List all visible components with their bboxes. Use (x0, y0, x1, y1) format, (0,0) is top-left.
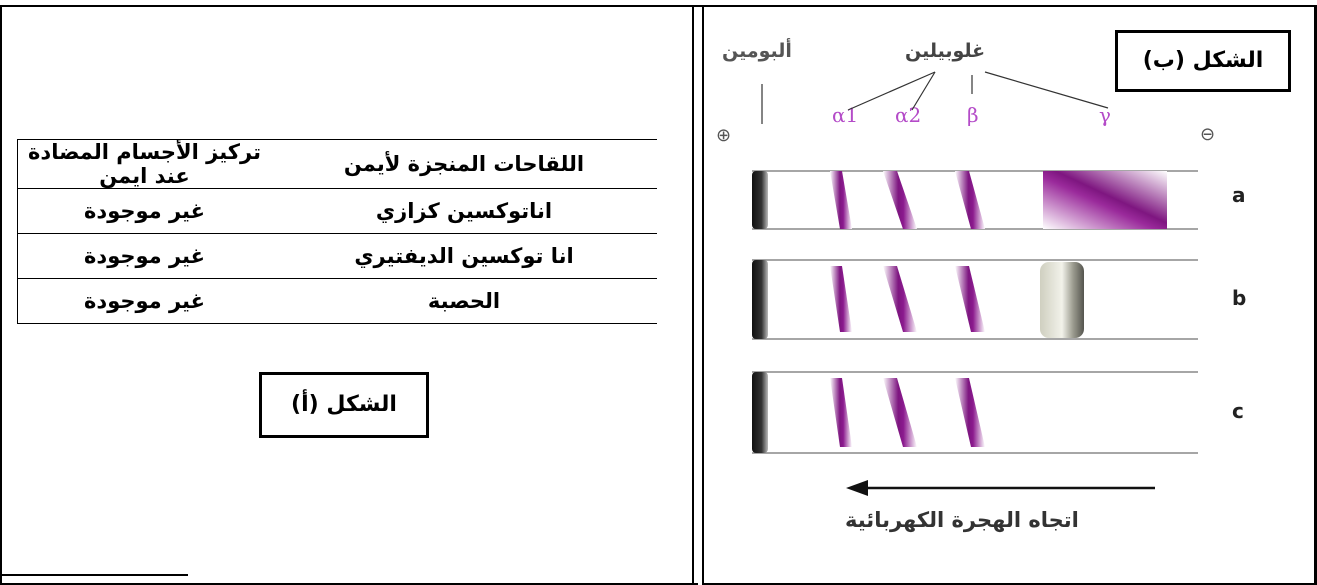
bottom-line (0, 574, 188, 576)
migration-direction-label: اتجاه الهجرة الكهربائية (845, 508, 1079, 532)
table-row: الحصبة غير موجودة (17, 278, 657, 324)
strip-a (752, 170, 1198, 230)
table-cell: الحصبة (271, 278, 657, 324)
beta-band (955, 171, 985, 229)
beta-band (955, 266, 985, 332)
table-row: اناتوكسين كزازي غير موجودة (17, 188, 657, 234)
beta-label: β (967, 103, 979, 127)
alpha2-band (883, 171, 917, 229)
header-vaccines: اللقاحات المنجزة لأيمن (271, 139, 657, 189)
row-label-b: b (1232, 286, 1247, 310)
vaccination-table: اللقاحات المنجزة لأيمن تركيز الأجسام الم… (17, 139, 657, 324)
albumin-band (752, 171, 768, 229)
divider-frame (692, 5, 704, 585)
strip-b (752, 259, 1198, 340)
alpha1-band (830, 378, 852, 447)
alpha2-band (883, 266, 917, 332)
gamma-label: γ (1099, 103, 1111, 127)
table-cell: اناتوكسين كزازي (271, 188, 657, 234)
table-cell: انا توكسين الديفتيري (271, 233, 657, 279)
table-cell: غير موجودة (17, 188, 271, 234)
globulin-label: غلوبيلين (905, 40, 986, 62)
gamma-band (1043, 171, 1167, 229)
negative-electrode-icon: ⊖ (1200, 124, 1216, 145)
positive-electrode-icon: ⊕ (716, 125, 732, 146)
beta-band (955, 378, 985, 447)
migration-arrow-icon (846, 480, 1155, 496)
albumin-label: ألبومين (722, 40, 792, 62)
alpha1-band (830, 171, 852, 229)
row-label-a: a (1232, 183, 1246, 207)
header-antibodies: تركيز الأجسام المضادة عند ايمن (17, 139, 271, 189)
table-cell: غير موجودة (17, 278, 271, 324)
caption-figure-b: الشكل (ب) (1115, 30, 1291, 92)
row-label-c: c (1232, 399, 1244, 423)
strip-c (752, 371, 1198, 454)
alpha2-band (883, 378, 917, 447)
caption-figure-a: الشكل (أ) (259, 372, 429, 438)
label-pointer-lines (761, 71, 1109, 124)
alpha1-band (830, 266, 852, 332)
albumin-band (752, 260, 768, 339)
alpha2-label: α2 (895, 103, 922, 127)
albumin-band (752, 372, 768, 453)
gamma-band-faint (1040, 262, 1084, 338)
table-header-row: اللقاحات المنجزة لأيمن تركيز الأجسام الم… (17, 139, 657, 189)
